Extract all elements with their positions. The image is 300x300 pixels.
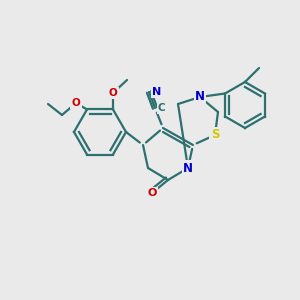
Text: O: O (109, 88, 117, 98)
Text: S: S (211, 128, 219, 142)
Text: C: C (158, 103, 166, 113)
Text: N: N (195, 91, 205, 103)
Text: O: O (72, 98, 80, 108)
Text: O: O (147, 188, 157, 198)
Text: N: N (183, 161, 193, 175)
Text: N: N (152, 87, 161, 97)
